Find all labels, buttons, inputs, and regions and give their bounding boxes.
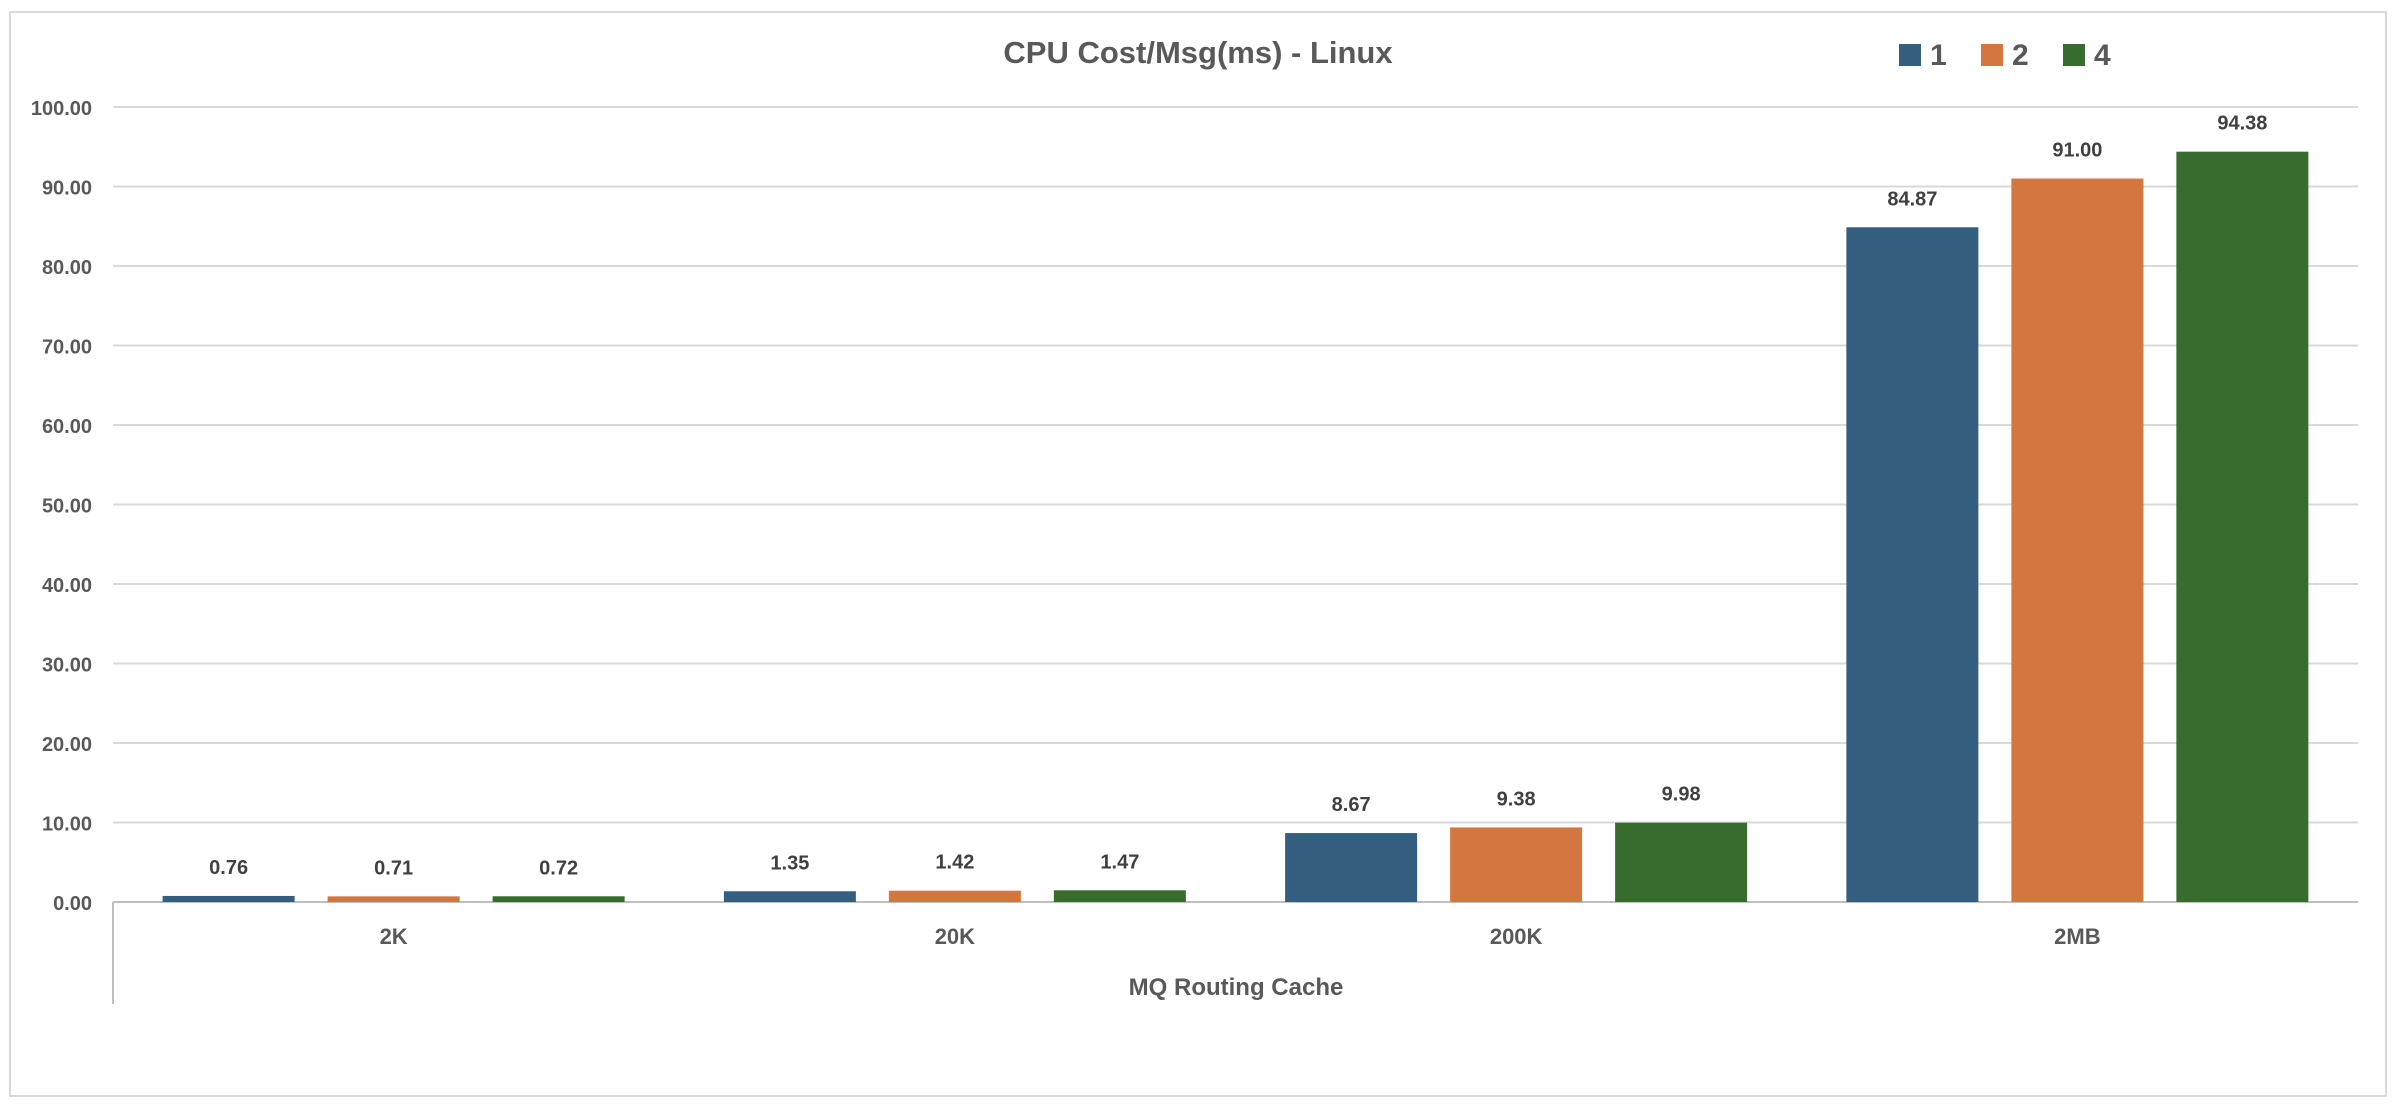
data-label: 9.98 — [1662, 784, 1701, 806]
x-tick-label: 2K — [380, 924, 408, 949]
data-label: 91.00 — [2052, 140, 2102, 162]
x-tick-label: 200K — [1490, 924, 1543, 949]
y-tick-label: 20.00 — [42, 734, 92, 756]
x-axis-title: MQ Routing Cache — [1129, 974, 1344, 1001]
x-tick-label: 20K — [935, 924, 975, 949]
data-label: 1.47 — [1100, 851, 1139, 873]
legend-swatch — [1899, 44, 1921, 66]
bar-2MB-series-4 — [2176, 151, 2309, 902]
data-label: 1.42 — [935, 852, 974, 874]
data-label: 8.67 — [1332, 794, 1371, 816]
y-tick-label: 100.00 — [31, 98, 92, 120]
legend-entry: 4 — [2094, 39, 2111, 72]
chart-title: CPU Cost/Msg(ms) - Linux — [1003, 35, 1393, 70]
bar-20K-series-2 — [888, 890, 1021, 902]
bar-200K-series-4 — [1615, 822, 1748, 902]
legend-entry: 1 — [1930, 39, 1947, 72]
y-tick-label: 0.00 — [53, 893, 92, 915]
axes: 0.00 10.00 20.00 30.00 40.00 50.00 60.00 70.00 8… — [31, 98, 2358, 1004]
bar-2K-series-2 — [327, 896, 460, 902]
gridlines — [113, 106, 2358, 824]
data-label: 1.35 — [770, 852, 809, 874]
bar-200K-series-1 — [1285, 833, 1418, 902]
y-tick-label: 30.00 — [42, 655, 92, 677]
data-label: 94.38 — [2217, 113, 2267, 135]
bar-2K-series-1 — [162, 895, 295, 902]
bar-20K-series-4 — [1053, 890, 1186, 902]
y-tick-label: 40.00 — [42, 575, 92, 597]
chart-frame — [9, 11, 2387, 1097]
y-tick-label: 70.00 — [42, 337, 92, 359]
y-tick-label: 60.00 — [42, 416, 92, 438]
data-label: 9.38 — [1497, 788, 1536, 810]
y-tick-label: 50.00 — [42, 496, 92, 518]
legend: 1 2 4 — [1899, 39, 2111, 72]
y-tick-label: 10.00 — [42, 814, 92, 836]
y-tick-label: 80.00 — [42, 257, 92, 279]
x-tick-label: 2MB — [2054, 924, 2100, 949]
legend-swatch — [1981, 44, 2003, 66]
y-tick-label: 90.00 — [42, 178, 92, 200]
data-label: 84.87 — [1887, 188, 1937, 210]
bar-200K-series-2 — [1450, 827, 1583, 902]
data-label: 0.72 — [539, 857, 578, 879]
data-labels: 0.76 0.71 0.72 1.35 1.42 1.47 8.67 9.38 9.98 84.8… — [209, 113, 2267, 880]
bar-2MB-series-1 — [1846, 227, 1979, 902]
legend-entry: 2 — [2012, 39, 2029, 72]
bar-2K-series-4 — [492, 896, 625, 902]
bar-20K-series-1 — [723, 891, 856, 902]
data-label: 0.76 — [209, 857, 248, 879]
bars — [162, 151, 2309, 903]
legend-swatch — [2063, 44, 2085, 66]
bar-2MB-series-2 — [2011, 178, 2144, 903]
data-label: 0.71 — [374, 857, 413, 879]
